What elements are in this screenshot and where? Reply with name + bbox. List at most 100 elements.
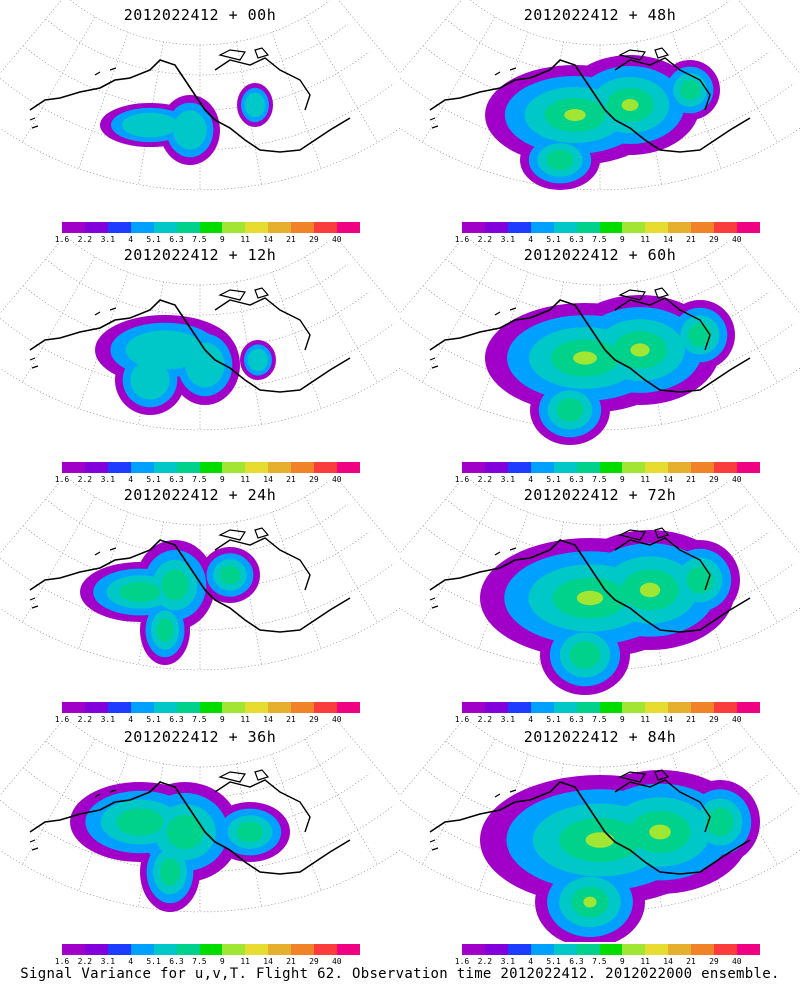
colorbar-swatch xyxy=(245,462,269,473)
colorbar-label: 14 xyxy=(263,235,273,244)
colorbar-label: 40 xyxy=(331,957,342,966)
colorbar-label: 6.3 xyxy=(169,475,184,484)
colorbar-label: 6.3 xyxy=(569,715,584,724)
colorbar-swatch xyxy=(153,702,177,713)
colorbar-swatch xyxy=(530,462,554,473)
colorbar-swatch xyxy=(62,702,85,713)
forecast-map xyxy=(0,722,400,913)
colorbar-swatch xyxy=(176,944,200,955)
colorbar-swatch xyxy=(576,222,600,233)
colorbar-swatch xyxy=(153,462,177,473)
colorbar-swatch xyxy=(462,462,485,473)
variance-field xyxy=(80,540,260,665)
colorbar-label: 9 xyxy=(619,475,625,484)
map-panel: 2012022412 + 00h 1.6 2.2 3.1 4 5.1 6.3 7.5 9 11 14… xyxy=(0,0,400,244)
colorbar-swatch xyxy=(291,222,315,233)
colorbar-swatch xyxy=(107,222,131,233)
colorbar-label: 21 xyxy=(286,715,296,724)
colorbar-label: 2.2 xyxy=(477,475,493,484)
colorbar-swatch xyxy=(314,462,338,473)
colorbar-swatch xyxy=(462,944,485,955)
colorbar-label: 21 xyxy=(686,235,696,244)
colorbar-swatch xyxy=(107,702,131,713)
colorbar-swatch xyxy=(245,944,269,955)
colorbar-label: 6.3 xyxy=(569,235,584,244)
variance-field xyxy=(100,83,273,165)
colorbar-swatch xyxy=(668,462,692,473)
variance-field xyxy=(95,315,276,415)
colorbar-label: 29 xyxy=(709,715,719,724)
forecast-map xyxy=(400,0,800,191)
colorbar-swatch xyxy=(622,462,646,473)
colorbar-label: 29 xyxy=(309,957,319,966)
colorbar-swatch xyxy=(84,702,108,713)
colorbar-swatch xyxy=(291,944,315,955)
colorbar-label: 7.5 xyxy=(592,957,607,966)
colorbar-label: 5.1 xyxy=(546,475,561,484)
colorbar xyxy=(62,702,360,713)
colorbar-swatch xyxy=(268,222,292,233)
colorbar-label: 7.5 xyxy=(192,475,207,484)
colorbar-swatch xyxy=(107,462,131,473)
colorbar-swatch xyxy=(645,702,669,713)
colorbar-label: 21 xyxy=(286,235,296,244)
colorbar-swatch xyxy=(599,462,623,473)
colorbar-label: 9 xyxy=(219,715,225,724)
colorbar-label: 3.1 xyxy=(500,475,516,484)
colorbar-label: 21 xyxy=(686,475,696,484)
colorbar-swatch xyxy=(199,222,223,233)
colorbar-swatch xyxy=(462,222,485,233)
colorbar-swatch xyxy=(222,222,246,233)
colorbar-label: 2.2 xyxy=(77,235,93,244)
colorbar-label: 2.2 xyxy=(77,715,93,724)
colorbar-swatch xyxy=(176,222,200,233)
colorbar-labels: 1.6 2.2 3.1 4 5.1 6.3 7.5 9 11 14 21 29 40 xyxy=(452,475,772,485)
colorbar-label: 11 xyxy=(240,235,251,244)
colorbar-label: 14 xyxy=(263,715,273,724)
colorbar-label: 7.5 xyxy=(192,957,207,966)
colorbar-swatch xyxy=(553,222,577,233)
colorbar-label: 4 xyxy=(528,715,534,724)
colorbar-label: 29 xyxy=(709,235,719,244)
colorbar-label: 40 xyxy=(731,475,742,484)
colorbar-label: 3.1 xyxy=(500,957,516,966)
colorbar-label: 11 xyxy=(240,715,251,724)
colorbar-label: 11 xyxy=(240,475,251,484)
colorbar-swatch xyxy=(153,222,177,233)
colorbar-label: 14 xyxy=(663,957,673,966)
colorbar-swatch xyxy=(337,222,360,233)
colorbar-swatch xyxy=(737,944,760,955)
colorbar-label: 2.2 xyxy=(477,715,493,724)
colorbar-label: 6.3 xyxy=(169,235,184,244)
colorbar-label: 1.6 xyxy=(454,715,470,724)
colorbar xyxy=(462,944,760,955)
colorbar-label: 11 xyxy=(640,715,651,724)
colorbar-label: 3.1 xyxy=(100,957,116,966)
colorbar-swatch xyxy=(507,702,531,713)
colorbar-label: 5.1 xyxy=(546,957,561,966)
colorbar-swatch xyxy=(337,462,360,473)
colorbar-label: 2.2 xyxy=(77,475,93,484)
colorbar-swatch xyxy=(130,702,154,713)
colorbar-swatch xyxy=(462,702,485,713)
map-panel: 2012022412 + 24h 1.6 2.2 3.1 4 5.1 6.3 7.5 9 11 14… xyxy=(0,480,400,724)
colorbar-label: 7.5 xyxy=(192,235,207,244)
variance-field xyxy=(485,295,735,445)
colorbar-label: 1.6 xyxy=(454,235,470,244)
colorbar-label: 6.3 xyxy=(169,957,184,966)
map-panel: 2012022412 + 60h 1.6 2.2 3.1 4 5.1 6.3 7.5 9 11 14… xyxy=(400,240,800,485)
colorbar-swatch xyxy=(314,222,338,233)
colorbar-swatch xyxy=(268,462,292,473)
colorbar-label: 9 xyxy=(619,235,625,244)
forecast-map xyxy=(400,480,800,695)
colorbar-label: 29 xyxy=(309,715,319,724)
colorbar-swatch xyxy=(130,222,154,233)
colorbar-swatch xyxy=(484,462,508,473)
colorbar-label: 1.6 xyxy=(54,475,70,484)
colorbar-label: 5.1 xyxy=(146,475,161,484)
colorbar-label: 1.6 xyxy=(454,475,470,484)
colorbar-swatch xyxy=(130,944,154,955)
colorbar-label: 40 xyxy=(331,235,342,244)
graticule xyxy=(0,722,400,913)
colorbar-swatch xyxy=(622,944,646,955)
